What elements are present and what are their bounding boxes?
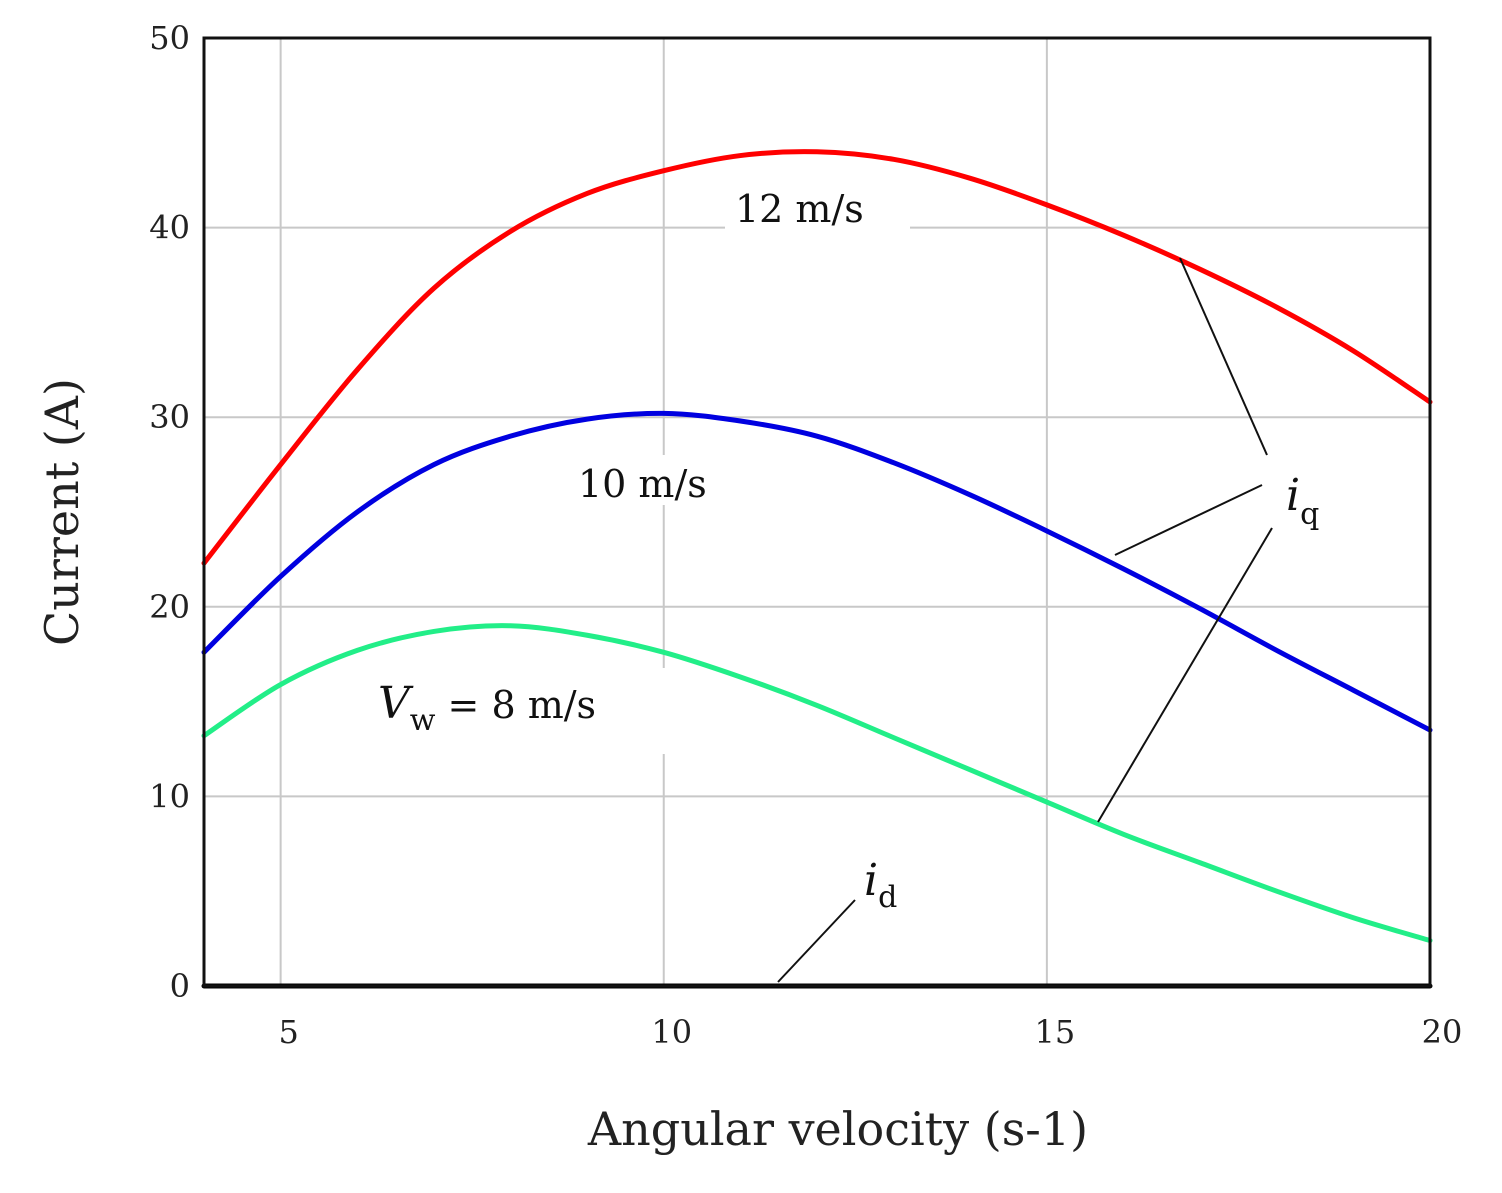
label-8-ms: Vw = 8 m/s bbox=[378, 678, 596, 738]
y-tick-label: 40 bbox=[149, 209, 190, 247]
y-axis-title: Current (A) bbox=[35, 378, 89, 646]
series-line-1 bbox=[201, 410, 1433, 733]
plot-frame bbox=[202, 36, 1432, 988]
iq-leader-red bbox=[1179, 257, 1268, 456]
y-tick-label: 50 bbox=[149, 19, 190, 57]
id-label: id bbox=[864, 855, 897, 915]
x-axis-title: Angular velocity (s-1) bbox=[587, 1102, 1088, 1156]
y-tick-label: 10 bbox=[149, 777, 190, 815]
series-line-0 bbox=[201, 149, 1433, 566]
series-line-2 bbox=[201, 623, 1433, 943]
x-tick-label: 15 bbox=[1035, 1013, 1076, 1051]
label-12-ms: 12 m/s bbox=[735, 187, 864, 231]
id-var: i bbox=[864, 855, 878, 906]
x-tick-label: 20 bbox=[1422, 1013, 1463, 1051]
series-lines bbox=[201, 149, 1433, 989]
label-8-var: V bbox=[378, 678, 414, 729]
id-sub: d bbox=[878, 880, 897, 915]
y-tick-label: 20 bbox=[149, 588, 190, 626]
iq-leader-green bbox=[1097, 527, 1273, 823]
tick-labels: 5 10 15 20 0 10 20 30 40 50 bbox=[149, 19, 1462, 1051]
x-tick-label: 5 bbox=[278, 1013, 298, 1051]
x-tick-label: 10 bbox=[651, 1013, 692, 1051]
iq-label: iq bbox=[1286, 470, 1319, 532]
annotations: 12 m/s 10 m/s Vw = 8 m/s iq id bbox=[370, 180, 1319, 983]
iq-sub: q bbox=[1300, 497, 1319, 532]
iq-var: i bbox=[1286, 470, 1300, 521]
iq-leader-blue bbox=[1114, 484, 1263, 556]
label-8-rest: = 8 m/s bbox=[435, 683, 596, 727]
id-leader bbox=[777, 899, 856, 983]
y-tick-label: 30 bbox=[149, 398, 190, 436]
label-8-sub: w bbox=[410, 703, 436, 738]
label-10-ms: 10 m/s bbox=[578, 462, 707, 506]
y-tick-label: 0 bbox=[170, 967, 190, 1005]
